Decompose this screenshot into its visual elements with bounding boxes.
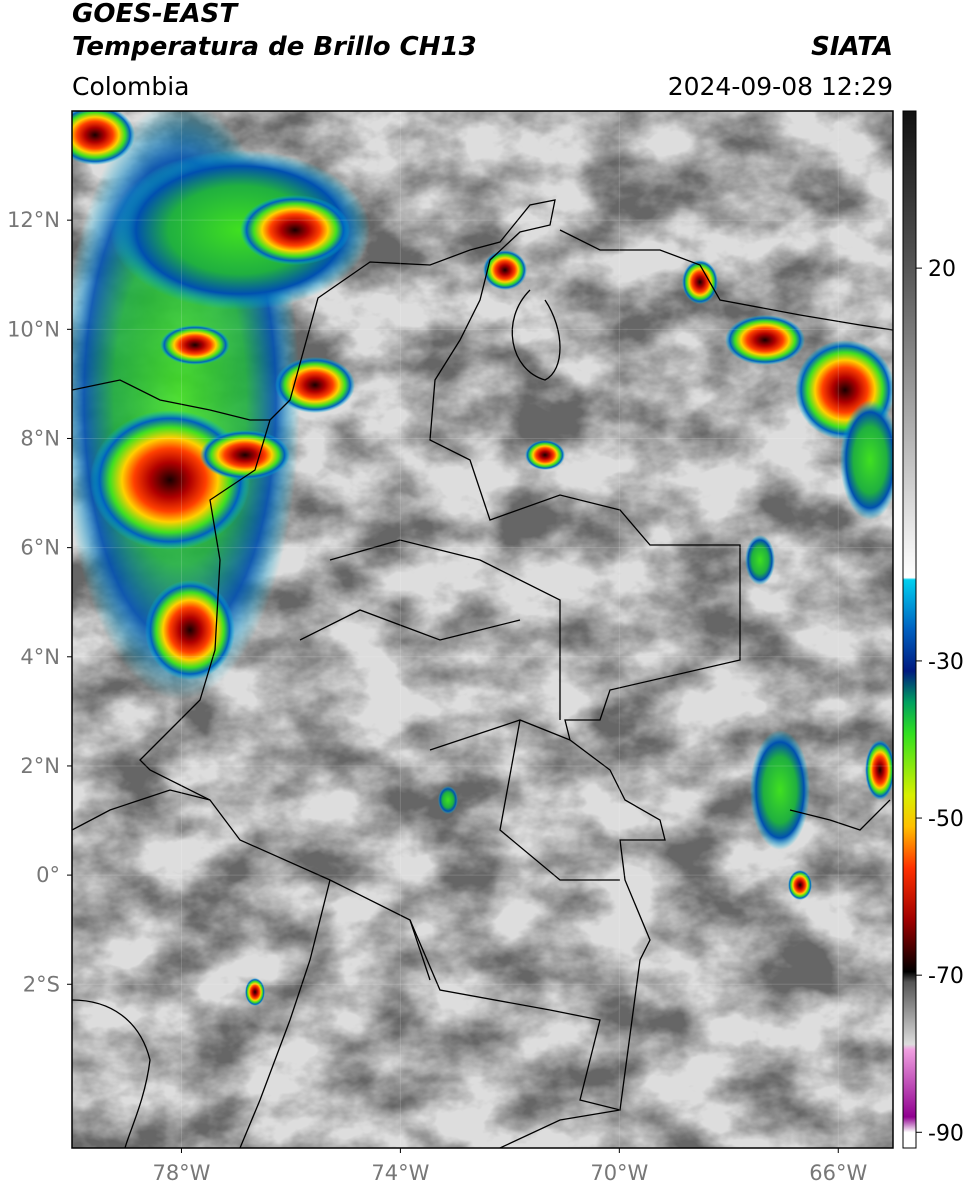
lat-tick-label: 2°N	[20, 754, 60, 778]
lat-tick-label: 4°N	[20, 645, 60, 669]
lat-tick-label: 6°N	[20, 536, 60, 560]
title: GOES-EAST	[72, 0, 239, 29]
colorbar-tick-label: -70	[928, 964, 964, 989]
lat-tick-label: 10°N	[7, 317, 60, 341]
map-frame	[71, 110, 894, 1149]
colorbar-tick-label: -30	[928, 650, 964, 675]
satellite-image	[72, 111, 893, 1148]
lat-tick-label: 12°N	[7, 208, 60, 232]
lat-tick-label: 2°S	[23, 972, 60, 996]
borders	[72, 199, 893, 1148]
lon-tick-label: 74°W	[371, 1161, 429, 1185]
lon-tick-label: 70°W	[590, 1161, 648, 1185]
region: Colombia	[72, 72, 189, 101]
subtitle: Temperatura de Brillo CH13	[72, 32, 477, 62]
lat-tick-label: 8°N	[20, 426, 60, 450]
colorbar-tick-label: -90	[928, 1121, 964, 1146]
colorbar-tick-label: 20	[928, 257, 956, 282]
datetime: 2024-09-08 12:29	[668, 72, 893, 101]
lon-tick-label: 78°W	[152, 1161, 210, 1185]
source: SIATA	[811, 32, 893, 62]
colorbar-tick-label: -50	[928, 807, 964, 832]
lon-tick-label: 66°W	[809, 1161, 867, 1185]
lat-tick-label: 0°	[36, 863, 60, 887]
colorbar	[902, 110, 917, 1149]
